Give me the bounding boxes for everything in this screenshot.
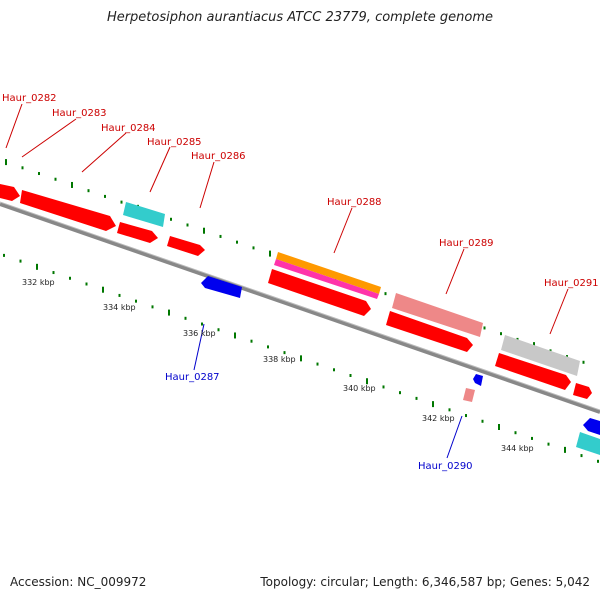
- gene-label-haur-0287[interactable]: Haur_0287: [165, 372, 220, 383]
- gene-arrow-haur-0287[interactable]: [201, 276, 242, 298]
- gene-arrow-next[interactable]: [573, 383, 592, 399]
- scale-label: 334 kbp: [103, 303, 136, 312]
- gene-arrow-haur-0291[interactable]: [495, 353, 571, 390]
- scale-label: 336 kbp: [183, 329, 216, 338]
- gene-label-haur-0284[interactable]: Haur_0284: [101, 123, 156, 134]
- gene-arrow-haur-0289[interactable]: [386, 311, 473, 352]
- gene-arrow-haur-0282[interactable]: [0, 184, 20, 201]
- reverse-label-leaders: [193, 323, 463, 459]
- gene-label-haur-0285[interactable]: Haur_0285: [147, 137, 202, 148]
- gene-label-haur-0291[interactable]: Haur_0291: [544, 278, 599, 289]
- gene-arrow-haur-0284[interactable]: [117, 222, 158, 243]
- gene-label-haur-0289[interactable]: Haur_0289: [439, 238, 494, 249]
- scale-label: 340 kbp: [343, 384, 376, 393]
- scale-label: 332 kbp: [22, 278, 55, 287]
- gene-label-haur-0290[interactable]: Haur_0290: [418, 461, 473, 472]
- scale-label: 344 kbp: [501, 444, 534, 453]
- gene-box-cyan-edge[interactable]: [576, 432, 600, 455]
- scale-label: 338 kbp: [263, 355, 296, 364]
- genome-backbone: [0, 202, 600, 414]
- gene-label-haur-0282[interactable]: Haur_0282: [2, 93, 57, 104]
- gene-arrow-haur-0288[interactable]: [268, 269, 371, 316]
- genome-summary-text: Topology: circular; Length: 6,346,587 bp…: [260, 575, 590, 589]
- map-title: Herpetosiphon aurantiacus ATCC 23779, co…: [106, 10, 494, 25]
- feature-band-orange: [276, 252, 381, 294]
- gene-label-haur-0286[interactable]: Haur_0286: [191, 151, 246, 162]
- gene-label-haur-0288[interactable]: Haur_0288: [327, 197, 382, 208]
- gene-arrow-reverse-edge[interactable]: [583, 418, 600, 435]
- gene-arrow-haur-0283[interactable]: [20, 190, 116, 231]
- feature-band-magenta: [274, 259, 379, 299]
- lower-tick-row: [3, 253, 599, 463]
- gene-box-haur-0289[interactable]: [392, 293, 483, 337]
- gene-arrow-haur-0290[interactable]: [473, 374, 483, 386]
- gene-box-haur-0291[interactable]: [501, 335, 580, 376]
- gene-arrow-haur-0286[interactable]: [167, 236, 205, 256]
- accession-text: Accession: NC_009972: [10, 575, 147, 589]
- gene-box-haur-0285[interactable]: [123, 202, 165, 227]
- gene-arrow-haur-0290-box[interactable]: [463, 388, 475, 402]
- gene-label-haur-0283[interactable]: Haur_0283: [52, 108, 107, 119]
- forward-label-leaders: [5, 103, 569, 335]
- scale-label: 342 kbp: [422, 414, 455, 423]
